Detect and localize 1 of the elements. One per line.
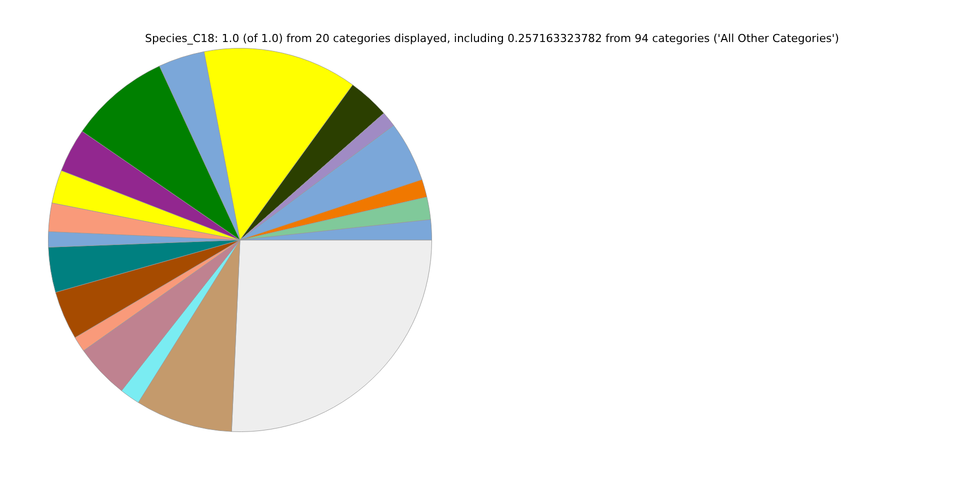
text: Species_C18: 1.0 (of 1.0) from 20 categories displayed, including 0.257163323782 from 94 categories ('All Other Categories') <box>144 32 840 45</box>
